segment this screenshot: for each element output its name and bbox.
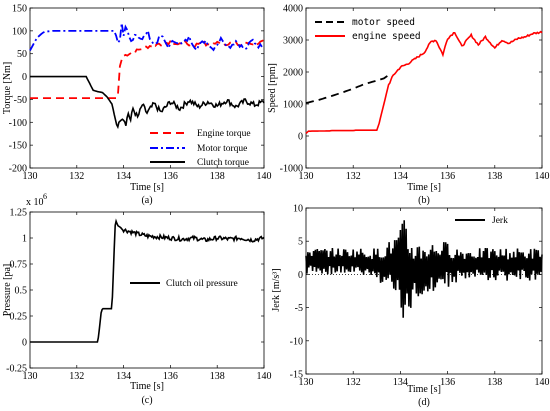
y-tick-label: 10 [293, 204, 303, 215]
legend-jerk-label: Jerk [492, 216, 508, 226]
pressure-legend: Clutch oil pressure [130, 279, 238, 289]
pressure-xlabel: Time [s] [130, 381, 164, 392]
jerk-series [305, 220, 543, 318]
legend-motor-torque-label: Motor torque [197, 144, 247, 154]
speed-panel: 130 132 134 136 138 140 -1000 0 1000 2000 3000 4000… [267, 4, 550, 207]
torque-ylabel: Torque [Nm] [2, 62, 13, 114]
x-tick-label: 134 [116, 171, 131, 182]
speed-series [305, 30, 543, 134]
y-tick-label: 1 [22, 234, 27, 245]
jerk-plot-frame [305, 207, 543, 375]
x-tick-label: 130 [23, 171, 38, 182]
y-tick-label: 0.25 [10, 312, 28, 323]
speed-plot-frame [305, 7, 543, 169]
y-tick-label: 3000 [283, 36, 303, 47]
speed-caption: (b) [418, 195, 430, 206]
y-tick-label: -50 [14, 95, 27, 106]
torque-xlabel: Time [s] [130, 182, 164, 193]
speed-legend: motor speed engine speed [315, 17, 421, 42]
y-tick-label: -1000 [280, 164, 303, 175]
x-tick-label: 138 [487, 377, 502, 388]
x-tick-label: 132 [346, 377, 361, 388]
x-tick-label: 136 [440, 377, 455, 388]
y-tick-label: 2000 [283, 68, 303, 79]
jerk-xlabel: Time [s] [407, 384, 441, 395]
y-tick-label: 5 [298, 237, 303, 248]
torque-panel: 130 132 134 136 138 140 -200 -150 -100 -50 0 50 100 1… [2, 4, 272, 207]
jerk-ylabel: Jerk [m/s³] [271, 268, 282, 311]
y-tick-label: -5 [295, 303, 303, 314]
series-line-engine-speed [305, 30, 543, 134]
speed-axis-ticks: 130 132 134 136 138 140 -1000 0 1000 2000 3000 4000 [280, 4, 550, 183]
x-tick-label: 136 [440, 171, 455, 182]
x-tick-label: 130 [299, 377, 314, 388]
y-tick-label: 4000 [283, 4, 303, 15]
pressure-ylabel: Pressure [pa] [2, 264, 13, 316]
x-tick-label: 140 [257, 171, 272, 182]
y-tick-label: -0.25 [6, 364, 27, 375]
legend-engine-speed-label: engine speed [352, 31, 421, 42]
speed-ylabel: Speed [rpm] [267, 63, 278, 113]
y-tick-label: 1.25 [10, 208, 28, 219]
x-tick-label: 134 [393, 171, 408, 182]
x-tick-label: 140 [535, 171, 550, 182]
x-tick-label: 132 [69, 371, 84, 382]
torque-series [29, 22, 265, 130]
y-tick-label: -200 [9, 164, 27, 175]
series-line-clutch-torque [30, 75, 265, 130]
legend-clutch-oil-pressure-label: Clutch oil pressure [166, 279, 238, 289]
y-tick-label: -15 [290, 370, 303, 381]
x-tick-label: 132 [346, 171, 361, 182]
y-tick-label: 0.75 [10, 260, 28, 271]
pressure-exponent-base: x 10 [26, 197, 44, 208]
torque-legend: Engine torque Motor torque Clutch torque [150, 129, 251, 168]
x-tick-label: 130 [23, 371, 38, 382]
y-tick-label: -150 [9, 141, 27, 152]
jerk-caption: (d) [418, 397, 430, 408]
x-tick-label: 130 [299, 171, 314, 182]
y-tick-label: 100 [12, 26, 27, 37]
legend-clutch-torque-label: Clutch torque [197, 158, 249, 168]
y-tick-label: 0.5 [15, 286, 28, 297]
legend-motor-speed-label: motor speed [352, 17, 415, 28]
x-tick-label: 140 [535, 377, 550, 388]
y-tick-label: 0 [22, 338, 27, 349]
y-tick-label: 50 [17, 49, 27, 60]
x-tick-label: 132 [69, 171, 84, 182]
y-tick-label: -100 [9, 118, 27, 129]
pressure-axis-ticks: 130 132 134 136 138 140 -0.25 0 0.25 0.5 0.75 1 1.25 [6, 208, 271, 383]
y-tick-label: 0 [298, 132, 303, 143]
y-tick-label: 0 [22, 72, 27, 83]
x-tick-label: 138 [487, 171, 502, 182]
jerk-legend: Jerk [455, 216, 508, 226]
x-tick-label: 140 [257, 371, 272, 382]
torque-caption: (a) [141, 195, 152, 206]
x-tick-label: 136 [163, 371, 178, 382]
legend-engine-torque-label: Engine torque [197, 129, 251, 139]
x-tick-label: 134 [116, 371, 131, 382]
pressure-panel: 130 132 134 136 138 140 -0.25 0 0.25 0.5 0.75 1 1.25… [2, 192, 272, 406]
x-tick-label: 138 [210, 171, 225, 182]
jerk-axis-ticks: 130 132 134 136 138 140 -15 -10 -5 0 5 10 [290, 204, 550, 389]
series-line-jerk [305, 220, 543, 318]
y-tick-label: 0 [298, 270, 303, 281]
x-tick-label: 138 [210, 371, 225, 382]
pressure-exponent-power: 6 [43, 192, 47, 201]
y-tick-label: 1000 [283, 100, 303, 111]
x-tick-label: 134 [393, 377, 408, 388]
torque-plot-frame [29, 7, 265, 169]
pressure-series [30, 218, 265, 343]
series-line-motor-torque [29, 22, 265, 52]
torque-axis-ticks: 130 132 134 136 138 140 -200 -150 -100 -50 0 50 100 1… [9, 4, 272, 183]
y-tick-label: 150 [12, 4, 27, 15]
series-line-clutch-oil-pressure [30, 218, 265, 343]
pressure-caption: (c) [141, 395, 152, 406]
speed-xlabel: Time [s] [407, 182, 441, 193]
y-tick-label: -10 [290, 336, 303, 347]
x-tick-label: 136 [163, 171, 178, 182]
series-line-motor-speed [305, 74, 390, 104]
